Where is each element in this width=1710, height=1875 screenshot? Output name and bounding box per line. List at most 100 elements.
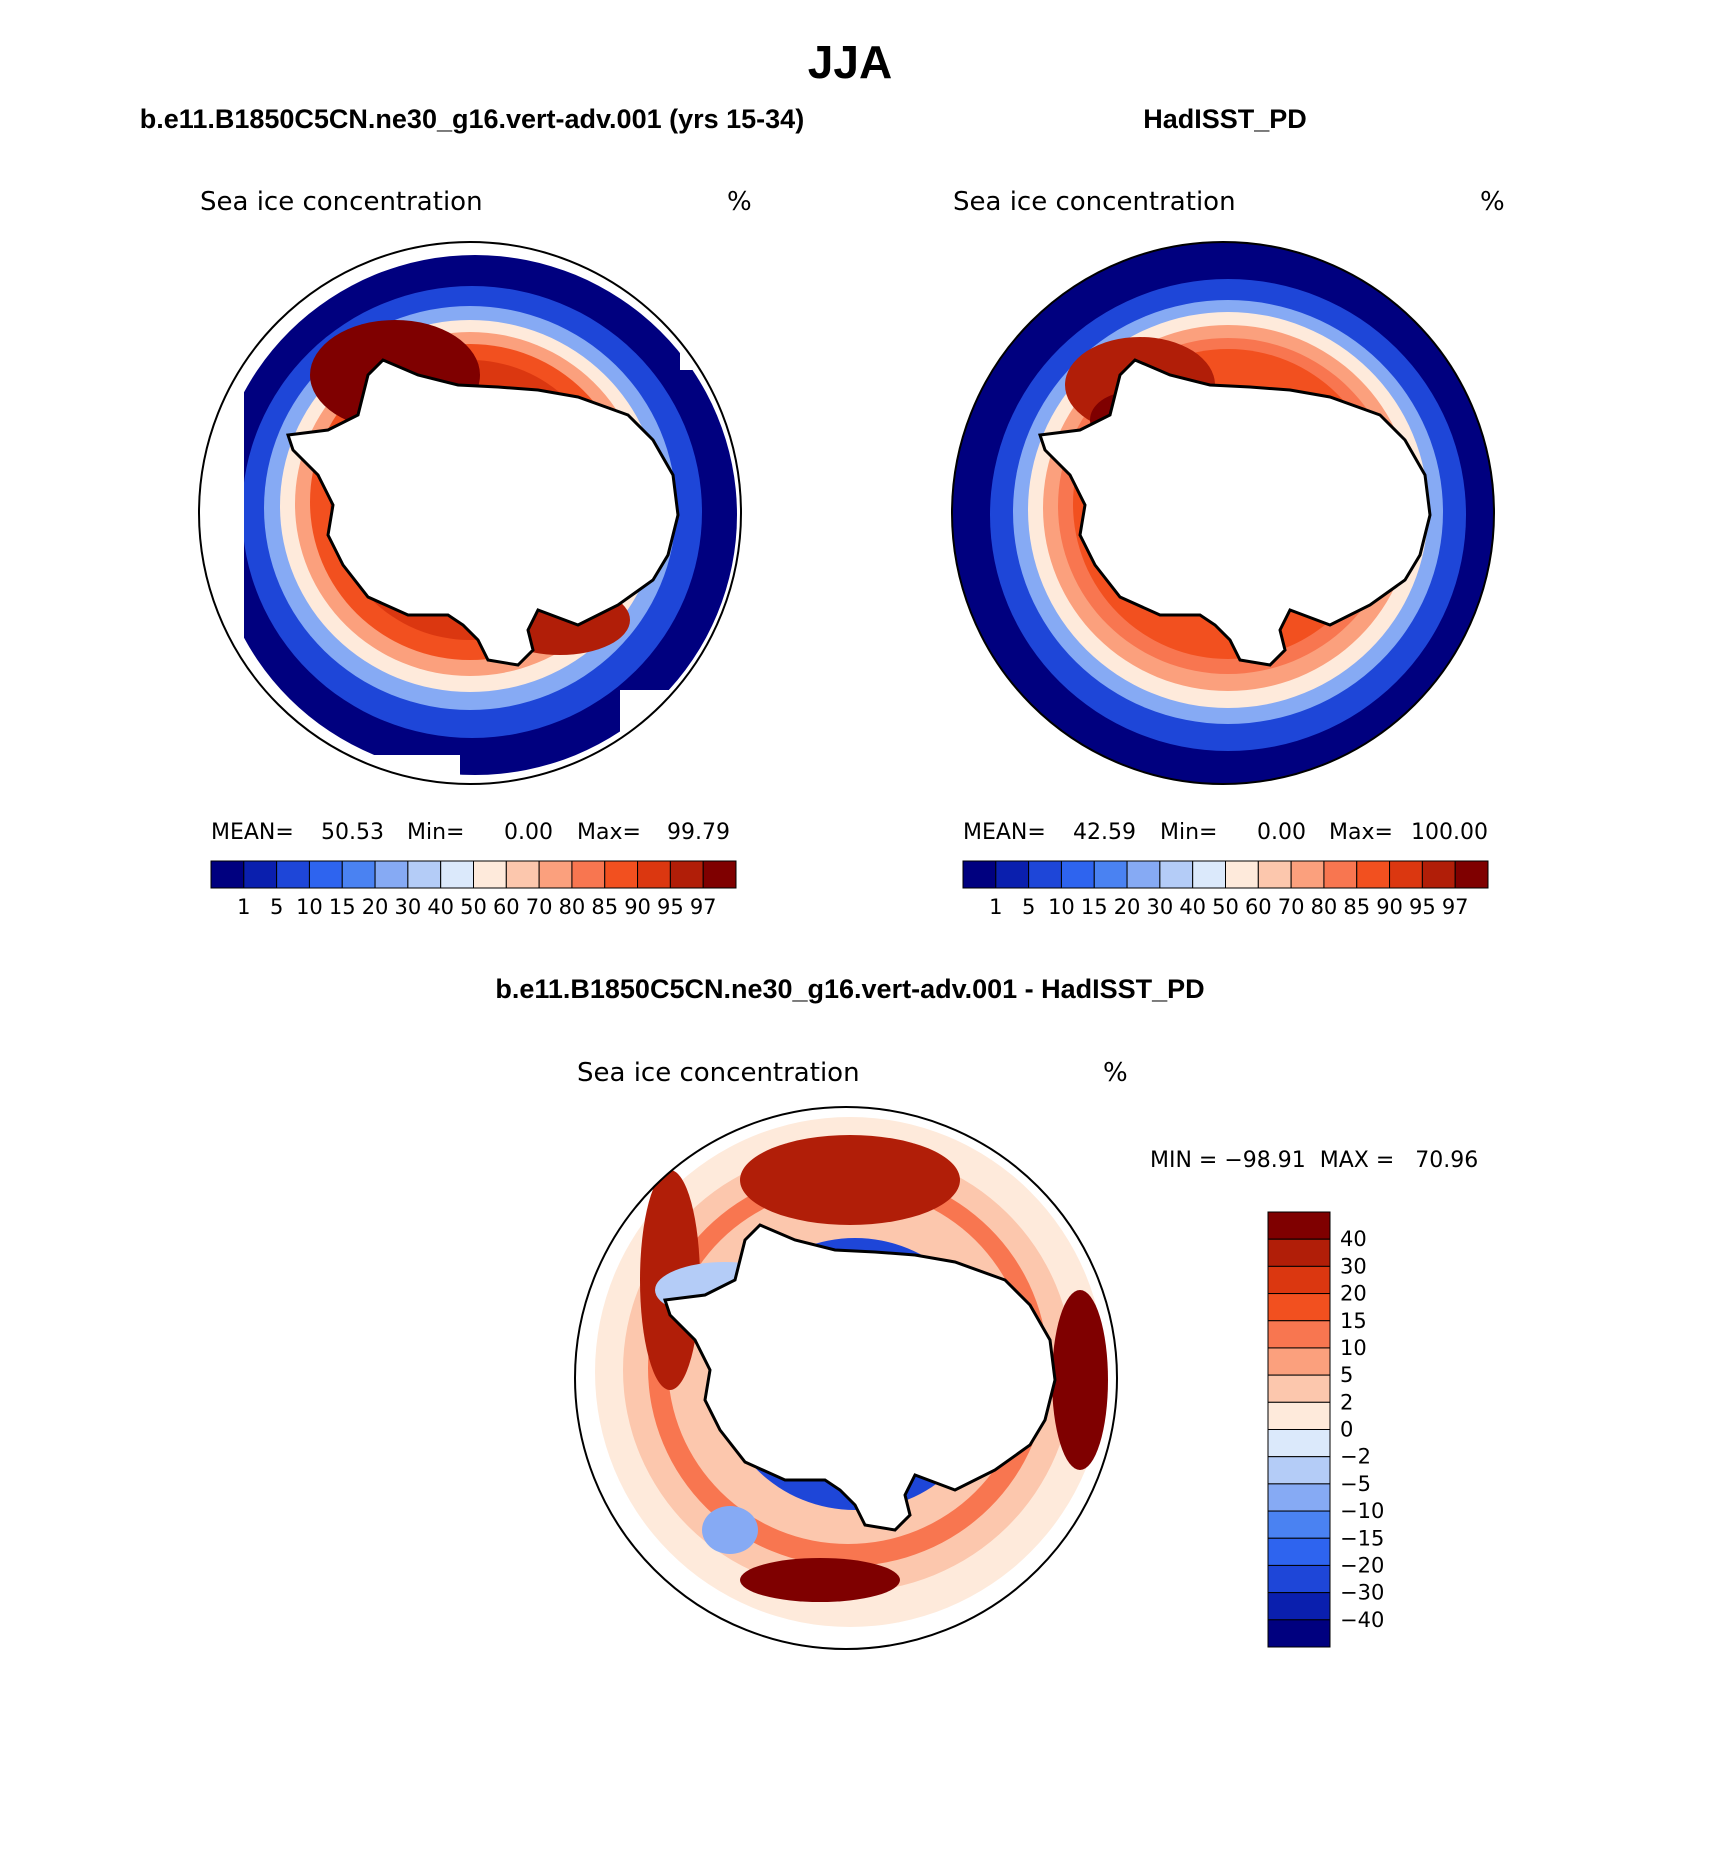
- colorbar-tick-label: 15: [1340, 1309, 1367, 1333]
- colorbar-swatch: [1267, 1374, 1331, 1403]
- colorbar-model: 1 5 10 15 20 30 40 50 60 70 80 85 90 95 97: [210, 860, 737, 919]
- colorbar-tick-label: 95: [1409, 895, 1436, 919]
- colorbar-swatch: [1126, 860, 1161, 889]
- colorbar-swatch: [702, 860, 737, 889]
- colorbar-swatch: [1356, 860, 1391, 889]
- colorbar-swatch: [1257, 860, 1292, 889]
- units-label: %: [1480, 187, 1505, 217]
- colorbar-swatch: [407, 860, 442, 889]
- colorbar-swatch: [1192, 860, 1226, 889]
- colorbar-swatch: [1267, 1401, 1331, 1430]
- colorbar-tick-label: 5: [1340, 1363, 1353, 1387]
- colorbar-swatch: [308, 860, 343, 889]
- colorbar-swatch: [1028, 860, 1062, 889]
- colorbar-swatch: [1093, 860, 1128, 889]
- colorbar-swatch: [1267, 1265, 1331, 1295]
- colorbar-tick-label: 15: [329, 895, 356, 919]
- colorbar-swatch: [604, 860, 639, 889]
- max-label: Max=: [1329, 820, 1393, 845]
- colorbar-swatch: [1267, 1293, 1331, 1322]
- colorbar-tick-label: 70: [526, 895, 553, 919]
- mean-value: 50.53: [321, 820, 384, 845]
- colorbar-tick-label: 97: [690, 895, 717, 919]
- colorbar-swatch: [341, 860, 376, 889]
- colorbar-swatch: [1267, 1211, 1331, 1240]
- colorbar-tick-label: 30: [395, 895, 422, 919]
- stats-row: MEAN= 50.53 Min= 0.00 Max= 99.79: [211, 820, 730, 845]
- main-title: JJA: [808, 36, 892, 88]
- colorbar-tick-label: 20: [362, 895, 389, 919]
- colorbar-swatch: [1225, 860, 1259, 889]
- colorbar-tick-label: 95: [657, 895, 684, 919]
- colorbar-tick-label: 30: [1340, 1254, 1367, 1278]
- panel-header: b.e11.B1850C5CN.ne30_g16.vert-adv.001 (y…: [140, 104, 804, 134]
- colorbar-swatch: [243, 860, 278, 889]
- stats-row: MEAN= 42.59 Min= 0.00 Max= 100.00: [963, 820, 1488, 845]
- polar-map: [575, 1107, 1117, 1649]
- colorbar-swatch: [962, 860, 997, 889]
- colorbar-swatch: [210, 860, 245, 889]
- colorbar-swatch: [1267, 1429, 1331, 1458]
- colorbar-tick-label: 40: [1340, 1227, 1367, 1251]
- colorbar-swatch: [1159, 860, 1194, 889]
- colorbar-tick-label: 60: [493, 895, 520, 919]
- colorbar-swatch: [538, 860, 573, 889]
- colorbar-tick-label: 20: [1340, 1282, 1367, 1306]
- colorbar-tick-label: 40: [427, 895, 454, 919]
- colorbar-swatch: [505, 860, 540, 889]
- colorbar-swatch: [1323, 860, 1358, 889]
- colorbar-swatch: [571, 860, 606, 889]
- polar-map: [952, 242, 1494, 784]
- colorbar-tick-label: −20: [1340, 1553, 1384, 1577]
- min-label: Min=: [407, 820, 464, 845]
- max-label: Max=: [577, 820, 641, 845]
- colorbar-tick-label: −2: [1340, 1445, 1371, 1469]
- colorbar-tick-label: −30: [1340, 1581, 1384, 1605]
- colorbar-tick-label: 50: [460, 895, 487, 919]
- colorbar-swatch: [1421, 860, 1456, 889]
- colorbar-tick-label: 97: [1442, 895, 1469, 919]
- colorbar-tick-label: 30: [1147, 895, 1174, 919]
- colorbar-swatch: [637, 860, 671, 889]
- colorbar-tick-label: 1: [237, 895, 250, 919]
- min-value: 0.00: [504, 820, 553, 845]
- colorbar-swatch: [276, 860, 310, 889]
- colorbar-tick-label: 90: [624, 895, 651, 919]
- mean-label: MEAN=: [211, 820, 294, 845]
- colorbar-swatch: [995, 860, 1030, 889]
- polar-map: [199, 242, 741, 784]
- colorbar-swatch: [1267, 1537, 1331, 1566]
- variable-label: Sea ice concentration: [200, 187, 483, 217]
- panel-header: HadISST_PD: [1143, 104, 1307, 134]
- colorbar-tick-label: 10: [1048, 895, 1075, 919]
- colorbar-obs: 1 5 10 15 20 30 40 50 60 70 80 85 90 95 97: [962, 860, 1489, 919]
- colorbar-swatch: [1267, 1483, 1331, 1512]
- colorbar-tick-label: 2: [1340, 1390, 1353, 1414]
- colorbar-tick-label: 15: [1081, 895, 1108, 919]
- minmax-label: MIN = −98.91 MAX = 70.96: [1150, 1148, 1478, 1173]
- colorbar-tick-label: −10: [1340, 1499, 1384, 1523]
- colorbar-swatch: [1290, 860, 1325, 889]
- panel-header: b.e11.B1850C5CN.ne30_g16.vert-adv.001 - …: [495, 974, 1204, 1004]
- panel-obs: HadISST_PD Sea ice concentration % MEAN=…: [951, 104, 1505, 919]
- panel-model: b.e11.B1850C5CN.ne30_g16.vert-adv.001 (y…: [140, 104, 804, 919]
- variable-label: Sea ice concentration: [577, 1058, 860, 1088]
- colorbar-swatch: [1267, 1592, 1331, 1621]
- colorbar-tick-label: −15: [1340, 1526, 1384, 1550]
- colorbar-swatch: [1267, 1619, 1331, 1648]
- colorbar-tick-label: 20: [1114, 895, 1141, 919]
- colorbar-swatch: [1267, 1238, 1331, 1267]
- colorbar-tick-label: −40: [1340, 1608, 1384, 1632]
- colorbar-tick-label: 10: [296, 895, 323, 919]
- colorbar-tick-label: 0: [1340, 1418, 1353, 1442]
- colorbar-tick-label: 90: [1376, 895, 1403, 919]
- max-value: 100.00: [1411, 820, 1488, 845]
- colorbar-swatch: [1267, 1564, 1331, 1594]
- units-label: %: [1103, 1058, 1128, 1088]
- colorbar-tick-label: 85: [591, 895, 618, 919]
- colorbar-tick-label: 70: [1278, 895, 1305, 919]
- colorbar-tick-label: 80: [1311, 895, 1338, 919]
- colorbar-tick-label: −5: [1340, 1472, 1371, 1496]
- colorbar-tick-label: 85: [1343, 895, 1370, 919]
